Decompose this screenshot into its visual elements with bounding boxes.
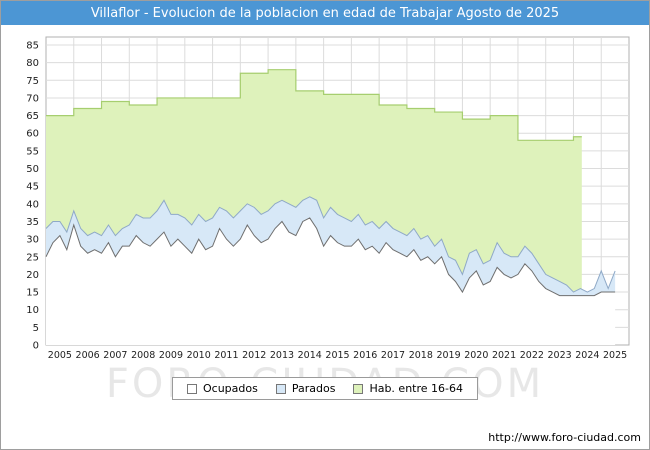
svg-text:2014: 2014	[298, 350, 322, 361]
legend-swatch-parados	[275, 383, 286, 394]
svg-text:15: 15	[26, 288, 39, 299]
legend: Ocupados Parados Hab. entre 16-64	[1, 377, 649, 400]
svg-text:2024: 2024	[575, 350, 599, 361]
svg-text:35: 35	[26, 217, 39, 228]
legend-label-ocupados: Ocupados	[202, 382, 258, 395]
svg-text:2025: 2025	[603, 350, 627, 361]
svg-text:5: 5	[33, 323, 39, 334]
series-hab-line	[46, 69, 582, 141]
svg-text:30: 30	[26, 235, 39, 246]
svg-text:2022: 2022	[520, 350, 544, 361]
svg-text:0: 0	[33, 341, 39, 352]
svg-text:45: 45	[26, 182, 39, 193]
legend-item-ocupados: Ocupados	[186, 382, 258, 395]
series-parados-line	[45, 196, 616, 293]
legend-label-parados: Parados	[291, 382, 336, 395]
legend-item-hab: Hab. entre 16-64	[353, 382, 463, 395]
svg-text:20: 20	[26, 270, 39, 281]
svg-text:2018: 2018	[409, 350, 433, 361]
svg-text:2019: 2019	[436, 350, 460, 361]
svg-text:80: 80	[26, 58, 39, 69]
legend-item-parados: Parados	[275, 382, 336, 395]
svg-text:2015: 2015	[325, 350, 349, 361]
chart-plot-area: 0 5 10 15 20 25 30 35 40 45 50 55 60 65 70 75 80 85 2005 20…	[1, 25, 649, 407]
legend-box: Ocupados Parados Hab. entre 16-64	[171, 377, 478, 400]
svg-text:2016: 2016	[353, 350, 377, 361]
svg-text:2020: 2020	[464, 350, 488, 361]
svg-text:2023: 2023	[548, 350, 572, 361]
legend-swatch-ocupados	[186, 383, 197, 394]
legend-label-hab: Hab. entre 16-64	[369, 382, 463, 395]
svg-text:85: 85	[26, 41, 39, 52]
svg-text:50: 50	[26, 164, 39, 175]
legend-swatch-hab	[353, 383, 364, 394]
svg-text:2012: 2012	[242, 350, 266, 361]
svg-text:2013: 2013	[270, 350, 294, 361]
series-ocupados-line	[45, 217, 616, 297]
svg-text:60: 60	[26, 129, 39, 140]
svg-text:25: 25	[26, 252, 39, 263]
svg-text:40: 40	[26, 199, 39, 210]
svg-text:2009: 2009	[159, 350, 183, 361]
svg-text:2005: 2005	[48, 350, 72, 361]
svg-text:2007: 2007	[103, 350, 127, 361]
svg-text:75: 75	[26, 76, 39, 87]
svg-text:70: 70	[26, 93, 39, 104]
svg-text:2021: 2021	[492, 350, 516, 361]
svg-text:65: 65	[26, 111, 39, 122]
footer-url: http://www.foro-ciudad.com	[488, 431, 641, 444]
svg-text:10: 10	[26, 305, 39, 316]
svg-text:2011: 2011	[214, 350, 238, 361]
chart-title: Villaflor - Evolucion de la poblacion en…	[1, 1, 649, 25]
svg-text:55: 55	[26, 146, 39, 157]
svg-text:2008: 2008	[131, 350, 155, 361]
svg-text:2010: 2010	[187, 350, 211, 361]
svg-text:2006: 2006	[76, 350, 100, 361]
svg-text:2017: 2017	[381, 350, 405, 361]
